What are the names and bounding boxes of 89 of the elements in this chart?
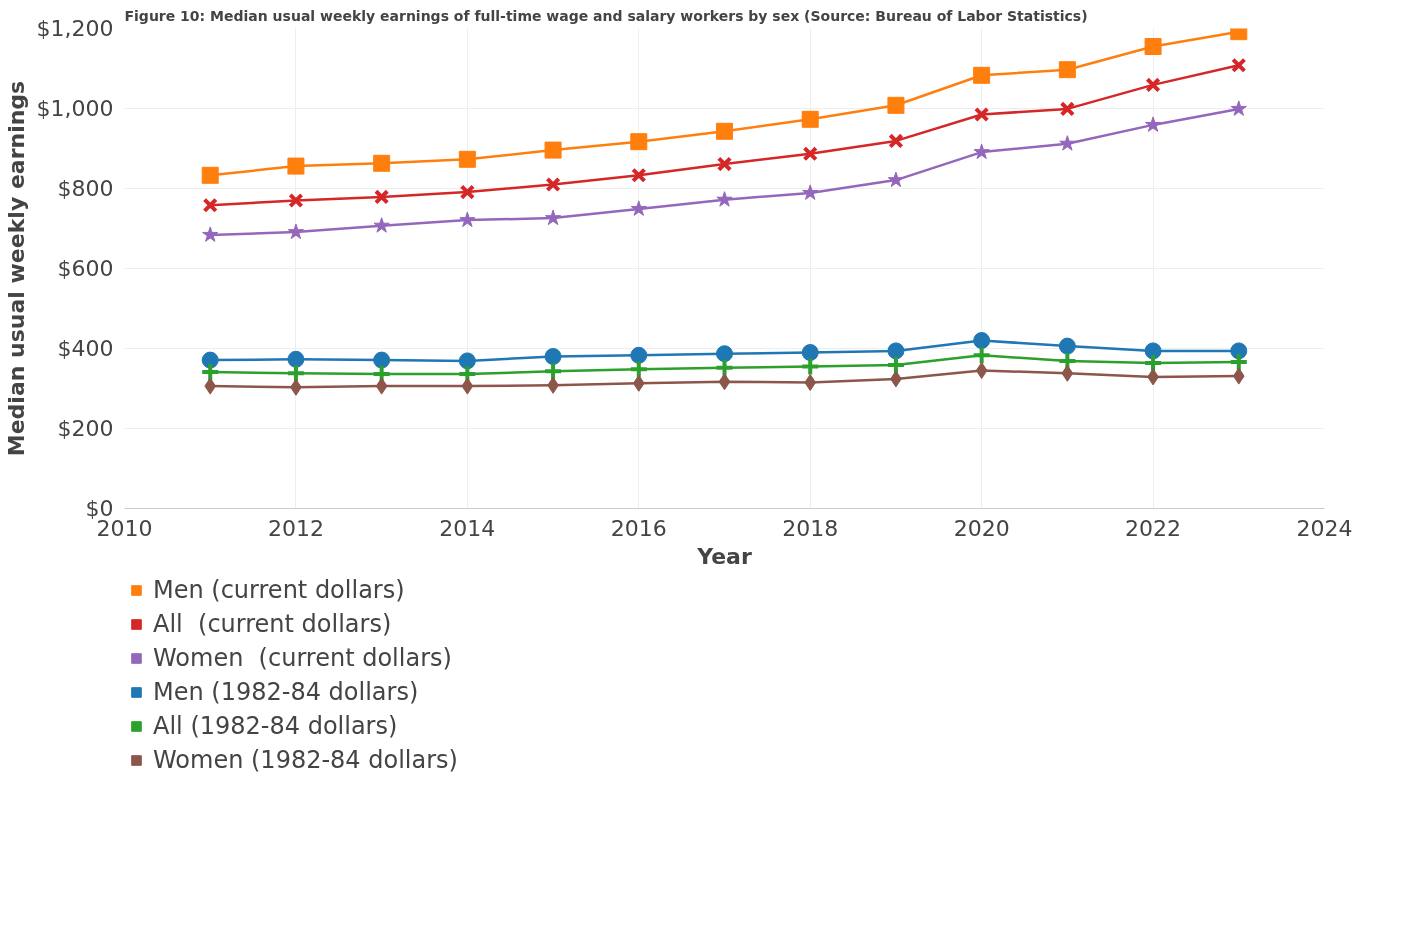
point bbox=[1059, 101, 1076, 117]
point bbox=[1230, 100, 1247, 116]
point bbox=[630, 200, 647, 216]
x-tick-label: 2012 bbox=[267, 515, 324, 541]
point bbox=[373, 351, 391, 369]
point bbox=[801, 344, 819, 361]
legend-label: All (1982-84 dollars) bbox=[153, 712, 398, 740]
point bbox=[802, 146, 818, 162]
x-axis-title: Year bbox=[696, 543, 752, 569]
x-tick-label: 2024 bbox=[1296, 515, 1353, 541]
point bbox=[1231, 57, 1247, 73]
point bbox=[1228, 352, 1249, 373]
point bbox=[544, 348, 562, 365]
point bbox=[1144, 342, 1162, 360]
y-tick-label: $400 bbox=[57, 336, 114, 361]
point bbox=[461, 377, 474, 395]
point bbox=[1232, 367, 1245, 385]
point bbox=[973, 66, 991, 84]
point bbox=[459, 184, 476, 200]
x-tick-label: 2016 bbox=[610, 515, 667, 541]
point bbox=[201, 351, 219, 369]
y-tick-label: $800 bbox=[57, 176, 114, 201]
point bbox=[202, 226, 219, 242]
point bbox=[545, 176, 561, 193]
point bbox=[887, 96, 905, 114]
point bbox=[973, 106, 990, 123]
point bbox=[718, 373, 731, 391]
point bbox=[1145, 77, 1161, 93]
point bbox=[375, 377, 388, 395]
point bbox=[885, 354, 906, 375]
point bbox=[204, 377, 217, 395]
point bbox=[801, 110, 819, 128]
chart-title: Figure 10: Median usual weekly earnings of full-time wage and salary workers by sex (Source: Bureau of Labor Statistics) bbox=[124, 7, 1088, 24]
point bbox=[973, 143, 990, 160]
point bbox=[1059, 135, 1076, 151]
y-tick-label: $200 bbox=[57, 416, 114, 441]
point bbox=[631, 167, 647, 183]
point bbox=[458, 150, 476, 168]
point bbox=[373, 154, 391, 172]
point bbox=[1144, 116, 1162, 132]
legend-label: Men (current dollars) bbox=[153, 576, 405, 604]
legend-label: Women (1982-84 dollars) bbox=[153, 746, 458, 774]
point bbox=[888, 133, 904, 149]
point bbox=[287, 157, 305, 175]
point bbox=[458, 352, 476, 370]
point bbox=[373, 217, 390, 233]
point bbox=[975, 362, 988, 379]
point bbox=[373, 189, 390, 205]
point bbox=[716, 122, 733, 140]
y-tick-label: $1,000 bbox=[36, 96, 114, 121]
x-tick-label: 2020 bbox=[953, 515, 1010, 541]
point bbox=[630, 346, 648, 364]
point bbox=[716, 345, 733, 363]
point bbox=[1058, 337, 1076, 355]
point bbox=[1061, 364, 1074, 382]
point bbox=[287, 223, 305, 240]
point bbox=[1144, 38, 1162, 55]
point bbox=[800, 356, 821, 377]
point bbox=[971, 345, 992, 366]
point bbox=[632, 374, 645, 392]
point bbox=[628, 359, 649, 380]
y-axis-title: Median usual weekly earnings bbox=[3, 80, 29, 457]
point bbox=[1230, 342, 1248, 360]
y-tick-label: $600 bbox=[57, 256, 114, 281]
point bbox=[973, 332, 991, 349]
point bbox=[1058, 61, 1076, 79]
x-tick-label: 2014 bbox=[439, 515, 496, 541]
legend-label: All (current dollars) bbox=[153, 610, 392, 638]
point bbox=[288, 192, 304, 209]
point bbox=[201, 166, 219, 184]
point bbox=[802, 184, 819, 200]
point bbox=[714, 357, 735, 378]
point bbox=[1143, 352, 1164, 373]
point bbox=[459, 211, 476, 228]
point bbox=[804, 374, 817, 391]
point bbox=[285, 363, 306, 384]
legend-label: Women (current dollars) bbox=[153, 644, 452, 672]
point bbox=[544, 209, 562, 226]
x-tick-label: 2018 bbox=[782, 515, 839, 541]
point bbox=[630, 133, 648, 151]
x-tick-label: 2022 bbox=[1125, 515, 1182, 541]
point bbox=[202, 197, 218, 213]
y-tick-label: $1,200 bbox=[36, 16, 114, 41]
point bbox=[716, 156, 733, 172]
point bbox=[716, 191, 733, 207]
point bbox=[544, 141, 562, 159]
legend-label: Men (1982-84 dollars) bbox=[153, 678, 419, 706]
point bbox=[287, 350, 305, 368]
point bbox=[887, 342, 905, 360]
